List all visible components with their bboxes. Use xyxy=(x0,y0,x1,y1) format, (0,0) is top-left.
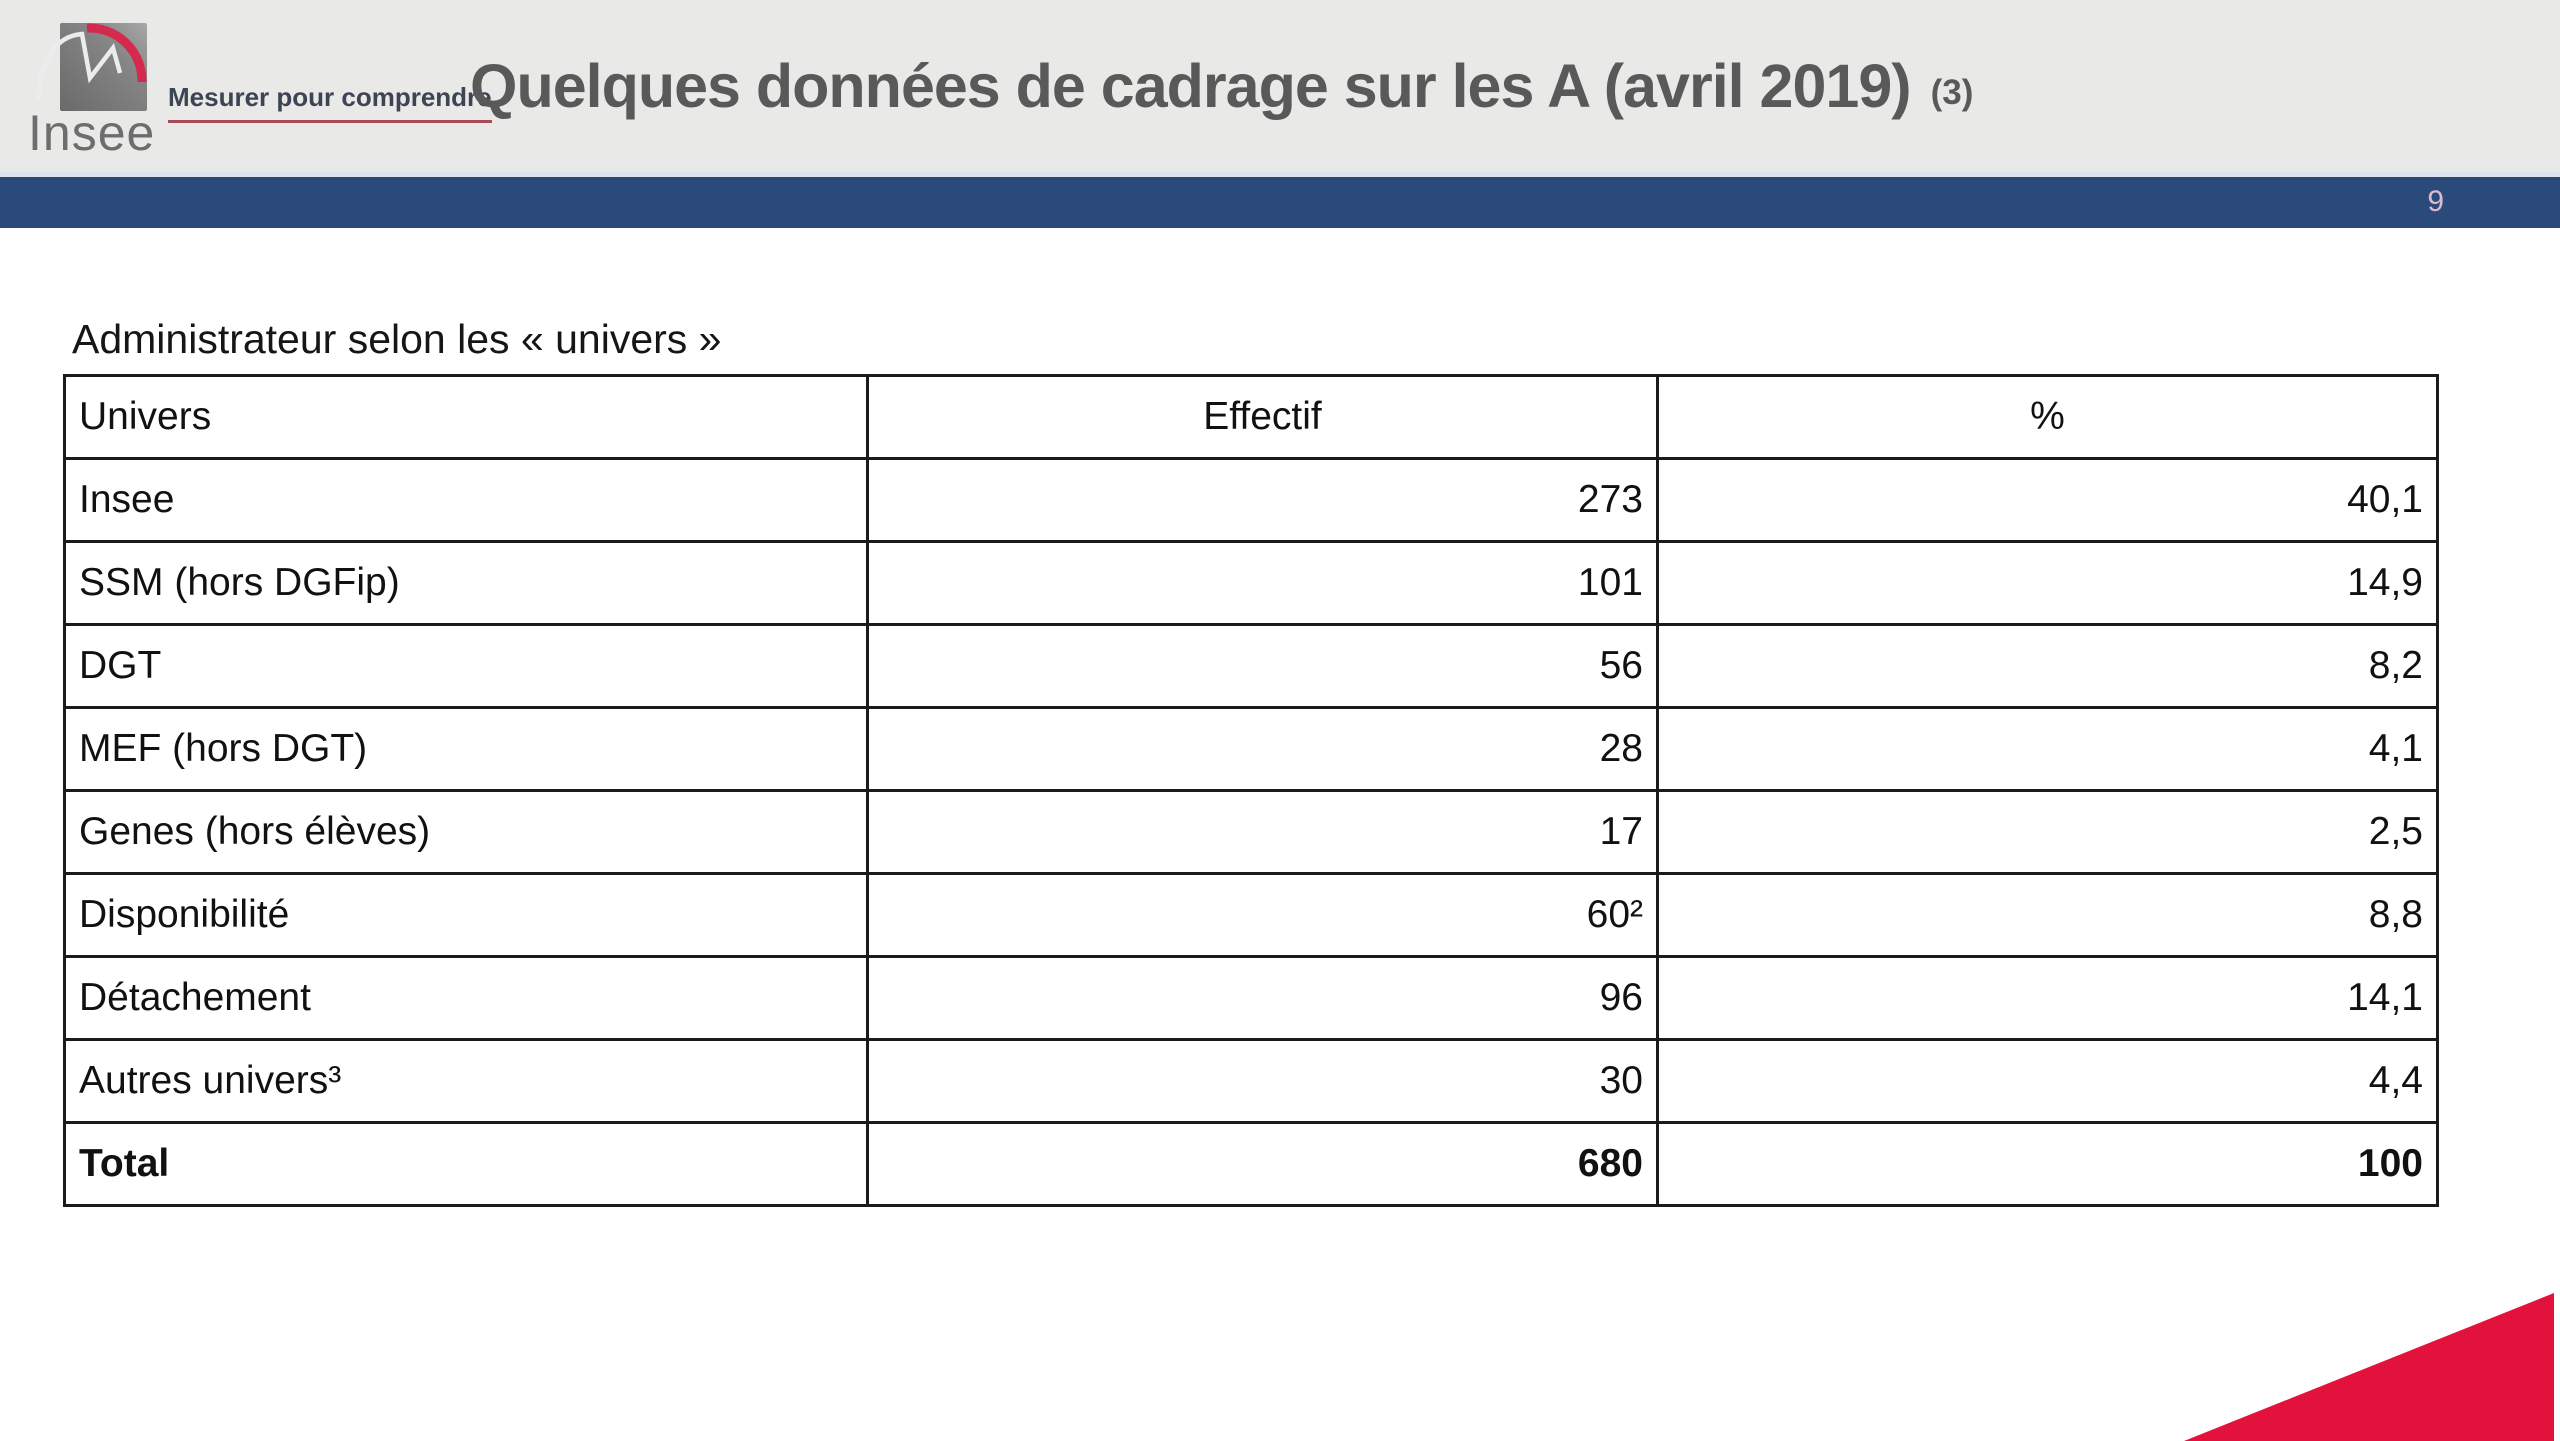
insee-logo-icon xyxy=(35,23,147,111)
insee-logo-wordmark: Insee xyxy=(28,105,156,161)
logo-tagline: Mesurer pour comprendre xyxy=(168,82,492,123)
column-header-univers: Univers xyxy=(63,374,869,460)
column-header-effectif: Effectif xyxy=(866,374,1659,460)
cell-pct: 4,4 xyxy=(1656,1038,2439,1124)
cell-effectif: 56 xyxy=(866,623,1659,709)
cell-effectif: 60² xyxy=(866,872,1659,958)
cell-univers: Genes (hors élèves) xyxy=(63,789,869,875)
table-row: MEF (hors DGT) 28 4,1 xyxy=(63,706,2439,792)
cell-univers: Total xyxy=(63,1121,869,1207)
red-corner-triangle-icon xyxy=(2184,1293,2554,1441)
table-row: Genes (hors élèves) 17 2,5 xyxy=(63,789,2439,875)
logo-red-arc xyxy=(86,23,147,83)
table-row: Détachement 96 14,1 xyxy=(63,955,2439,1041)
cell-univers: Détachement xyxy=(63,955,869,1041)
logo-tagline-wrap: Mesurer pour comprendre xyxy=(168,82,492,123)
page-title-suffix: (3) xyxy=(1930,73,1974,112)
table-header-row: Univers Effectif % xyxy=(63,374,2439,460)
page-number: 9 xyxy=(2427,185,2444,218)
table-caption: Administrateur selon les « univers » xyxy=(72,316,722,362)
title-line: Quelques données de cadrage sur les A (a… xyxy=(470,0,1973,172)
cell-effectif: 273 xyxy=(866,457,1659,543)
cell-effectif: 28 xyxy=(866,706,1659,792)
cell-univers: Insee xyxy=(63,457,869,543)
cell-univers: SSM (hors DGFip) xyxy=(63,540,869,626)
table-row: DGT 56 8,2 xyxy=(63,623,2439,709)
divider-bar: 9 xyxy=(0,172,2560,228)
cell-univers: Disponibilité xyxy=(63,872,869,958)
cell-pct: 8,8 xyxy=(1656,872,2439,958)
cell-pct: 100 xyxy=(1656,1121,2439,1207)
table-row: Total 680 100 xyxy=(63,1121,2439,1207)
table-body: Insee 273 40,1 SSM (hors DGFip) 101 14,9 DGT 56… xyxy=(63,457,2439,1207)
cell-pct: 14,1 xyxy=(1656,955,2439,1041)
table-row: SSM (hors DGFip) 101 14,9 xyxy=(63,540,2439,626)
cell-pct: 40,1 xyxy=(1656,457,2439,543)
cell-effectif: 96 xyxy=(866,955,1659,1041)
table-row: Disponibilité 60² 8,8 xyxy=(63,872,2439,958)
cell-pct: 2,5 xyxy=(1656,789,2439,875)
page-title: Quelques données de cadrage sur les A (a… xyxy=(470,52,1912,120)
slide-header: Insee Mesurer pour comprendre Quelques d… xyxy=(0,0,2560,172)
table-row: Autres univers³ 30 4,4 xyxy=(63,1038,2439,1124)
cell-univers: Autres univers³ xyxy=(63,1038,869,1124)
column-header-pct: % xyxy=(1656,374,2439,460)
cell-effectif: 101 xyxy=(866,540,1659,626)
cell-pct: 14,9 xyxy=(1656,540,2439,626)
cell-univers: MEF (hors DGT) xyxy=(63,706,869,792)
cell-effectif: 680 xyxy=(866,1121,1659,1207)
cell-pct: 4,1 xyxy=(1656,706,2439,792)
logo-curve-line xyxy=(35,31,123,101)
table-row: Insee 273 40,1 xyxy=(63,457,2439,543)
cell-univers: DGT xyxy=(63,623,869,709)
cell-effectif: 17 xyxy=(866,789,1659,875)
cell-effectif: 30 xyxy=(866,1038,1659,1124)
cell-pct: 8,2 xyxy=(1656,623,2439,709)
univers-table: Univers Effectif % Insee 273 40,1 SSM (hors… xyxy=(63,374,2439,1207)
